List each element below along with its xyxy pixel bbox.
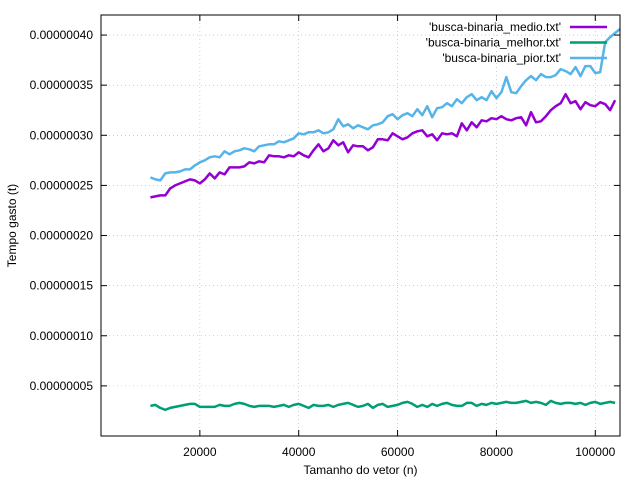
x-tick-label: 80000 — [480, 445, 514, 459]
x-tick-label: 20000 — [183, 445, 217, 459]
legend-label: 'busca-binaria_medio.txt' — [429, 20, 561, 34]
x-axis-label: Tamanho do vetor (n) — [303, 463, 417, 477]
legend-label: 'busca-binaria_pior.txt' — [442, 51, 561, 65]
y-tick-label: 0.00000020 — [30, 229, 94, 243]
y-tick-label: 0.00000010 — [30, 329, 94, 343]
series-line-2 — [150, 399, 616, 412]
legend-label: 'busca-binaria_melhor.txt' — [426, 36, 561, 50]
legend: 'busca-binaria_medio.txt' 'busca-binaria_… — [426, 20, 607, 65]
y-tick-label: 0.00000015 — [30, 279, 94, 293]
series-lines — [149, 28, 621, 412]
y-tick-label: 0.00000025 — [30, 178, 94, 192]
y-tick-label: 0.00000030 — [30, 128, 94, 142]
plot-frame — [100, 14, 621, 437]
y-tick-label: 0.00000005 — [30, 379, 94, 393]
series-line-1 — [150, 92, 617, 199]
x-tick-label: 60000 — [381, 445, 415, 459]
grid-lines — [101, 15, 620, 436]
y-axis-label: Tempo gasto (t) — [5, 184, 19, 267]
axis-ticks: 20000 40000 60000 80000 100000 0.00000005 0.00… — [30, 15, 620, 459]
series-line-3 — [149, 28, 621, 182]
y-tick-label: 0.00000035 — [30, 78, 94, 92]
y-tick-label: 0.00000040 — [30, 28, 94, 42]
x-tick-label: 100000 — [575, 445, 615, 459]
x-tick-label: 40000 — [282, 445, 316, 459]
